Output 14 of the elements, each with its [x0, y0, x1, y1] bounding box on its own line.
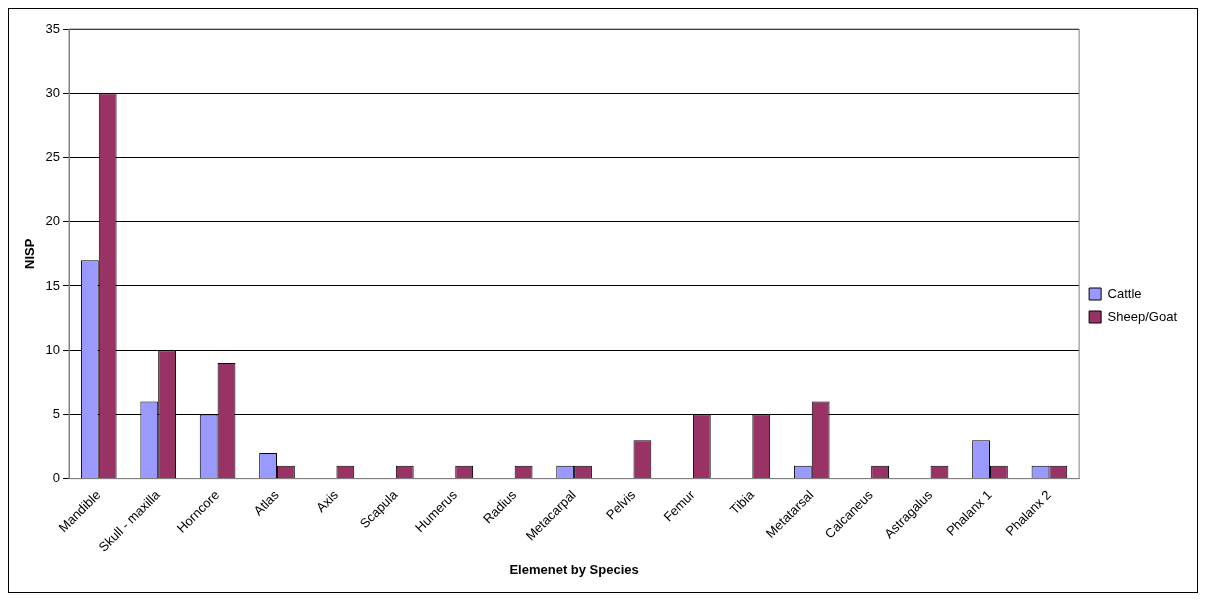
legend-label: Cattle	[1107, 285, 1142, 301]
x-tick-label: Tibia	[726, 486, 758, 518]
y-axis-title: NISP	[22, 238, 38, 270]
y-tick-label: 25	[45, 149, 61, 165]
y-tick-label: 30	[45, 84, 61, 100]
y-tick-label: 35	[45, 20, 61, 36]
y-tick-label: 10	[45, 341, 61, 357]
y-tick-label: 20	[45, 213, 61, 229]
y-tick-label: 0	[52, 470, 61, 486]
y-tick-label: 5	[52, 406, 61, 422]
y-tick-label: 15	[45, 277, 61, 293]
x-tick-label: Axis	[313, 486, 342, 516]
x-axis-title: Elemenet by Species	[509, 561, 639, 577]
legend-label: Sheep/Goat	[1107, 308, 1178, 324]
